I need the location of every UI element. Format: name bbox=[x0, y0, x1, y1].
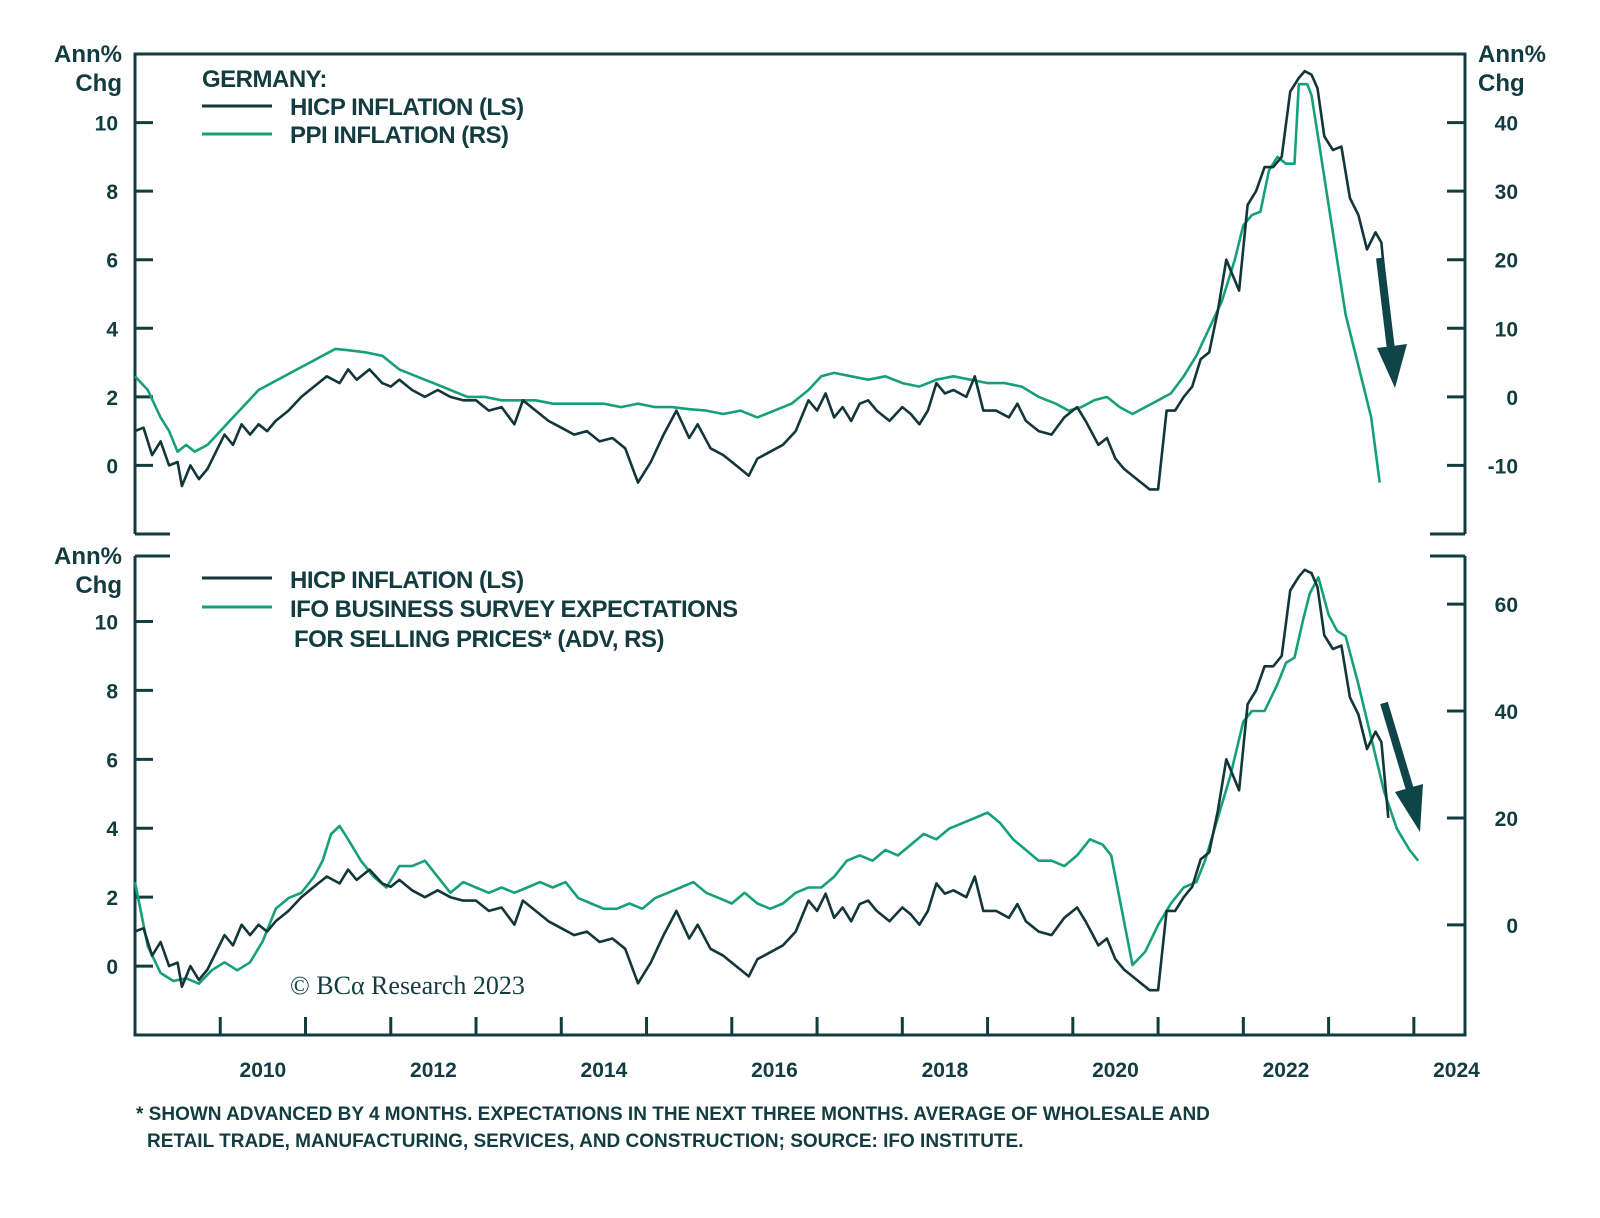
bottom-left-axis-tick-label: 4 bbox=[106, 818, 118, 841]
top-right-axis-tick-label: 20 bbox=[1495, 250, 1518, 273]
top-down-arrow bbox=[1376, 257, 1407, 388]
top-left-axis-ticks: 0 2 4 6 8 10 bbox=[95, 113, 153, 478]
top-right-unit-line1: Ann% bbox=[1478, 41, 1546, 68]
top-right-axis-tick-label: -10 bbox=[1488, 455, 1518, 478]
bottom-frame bbox=[133, 556, 1467, 1037]
bottom-legend-ifo-label-1: IFO BUSINESS SURVEY EXPECTATIONS bbox=[290, 596, 738, 623]
top-legend-hicp-label: HICP INFLATION (LS) bbox=[290, 94, 524, 121]
top-left-unit-line2: Chg bbox=[75, 70, 122, 97]
bottom-left-unit-line2: Chg bbox=[75, 572, 122, 599]
top-right-axis-tick-label: 40 bbox=[1495, 113, 1518, 136]
x-axis-tick-label: 2010 bbox=[240, 1059, 287, 1082]
top-hicp-line bbox=[134, 69, 1390, 491]
bottom-legend-hicp-label: HICP INFLATION (LS) bbox=[290, 567, 524, 594]
top-right-axis-tick-label: 10 bbox=[1495, 318, 1518, 341]
bottom-legend-ifo-label-2: FOR SELLING PRICES* (ADV, RS) bbox=[294, 626, 664, 653]
copyright-text: © BCα Research 2023 bbox=[290, 971, 525, 1000]
bottom-left-axis-ticks: 0 2 4 6 8 10 bbox=[95, 611, 153, 979]
bottom-hicp-line bbox=[134, 568, 1390, 992]
bottom-right-axis-tick-label: 20 bbox=[1495, 808, 1518, 831]
bottom-right-axis-ticks: 0 20 40 60 bbox=[1447, 594, 1518, 938]
bottom-left-unit-line1: Ann% bbox=[54, 543, 122, 570]
x-axis-tick-label: 2024 bbox=[1433, 1059, 1480, 1082]
x-axis-tick-label: 2016 bbox=[751, 1059, 798, 1082]
x-axis-tick-label: 2018 bbox=[922, 1059, 969, 1082]
top-right-axis-ticks: -10 0 10 20 30 40 bbox=[1447, 113, 1518, 478]
bottom-ifo-line bbox=[133, 576, 1420, 985]
bottom-right-axis-tick-label: 0 bbox=[1506, 915, 1518, 938]
top-left-axis-tick-label: 6 bbox=[106, 250, 118, 273]
x-axis-ticks: 2010 2012 2014 2016 2018 2020 2022 2024 bbox=[218, 1017, 1480, 1082]
top-legend-ppi-label: PPI INFLATION (RS) bbox=[290, 122, 509, 149]
top-left-axis-tick-label: 0 bbox=[106, 455, 118, 478]
x-axis-tick-label: 2014 bbox=[581, 1059, 628, 1082]
top-left-axis-tick-label: 4 bbox=[106, 318, 118, 341]
bottom-left-axis-tick-label: 10 bbox=[95, 611, 118, 634]
bottom-down-arrow bbox=[1380, 701, 1423, 832]
top-ppi-line bbox=[134, 82, 1381, 483]
top-right-axis-tick-label: 30 bbox=[1495, 181, 1518, 204]
top-right-axis-tick-label: 0 bbox=[1506, 387, 1518, 410]
bottom-left-axis-tick-label: 6 bbox=[106, 749, 118, 772]
x-axis-tick-label: 2020 bbox=[1092, 1059, 1139, 1082]
footnote-line-1: * SHOWN ADVANCED BY 4 MONTHS. EXPECTATIO… bbox=[136, 1104, 1210, 1125]
x-axis-tick-label: 2022 bbox=[1263, 1059, 1310, 1082]
top-legend-title: GERMANY: bbox=[202, 66, 327, 93]
x-axis-tick-label: 2012 bbox=[410, 1059, 457, 1082]
top-frame bbox=[133, 52, 1467, 534]
top-left-unit-line1: Ann% bbox=[54, 41, 122, 68]
top-panel: Ann% Chg Ann% Chg 0 2 4 6 8 10 -10 0 10 20 30 40 G… bbox=[54, 41, 1546, 536]
footnote-line-2: RETAIL TRADE, MANUFACTURING, SERVICES, A… bbox=[147, 1131, 1023, 1152]
top-left-axis-tick-label: 10 bbox=[95, 113, 118, 136]
top-left-axis-tick-label: 8 bbox=[106, 181, 118, 204]
bottom-left-axis-tick-label: 2 bbox=[106, 887, 118, 910]
bottom-right-axis-tick-label: 40 bbox=[1495, 701, 1518, 724]
top-right-unit-line2: Chg bbox=[1478, 70, 1525, 97]
bottom-left-axis-tick-label: 0 bbox=[106, 956, 118, 979]
top-left-axis-tick-label: 2 bbox=[106, 387, 118, 410]
bottom-right-axis-tick-label: 60 bbox=[1495, 594, 1518, 617]
bottom-left-axis-tick-label: 8 bbox=[106, 680, 118, 703]
